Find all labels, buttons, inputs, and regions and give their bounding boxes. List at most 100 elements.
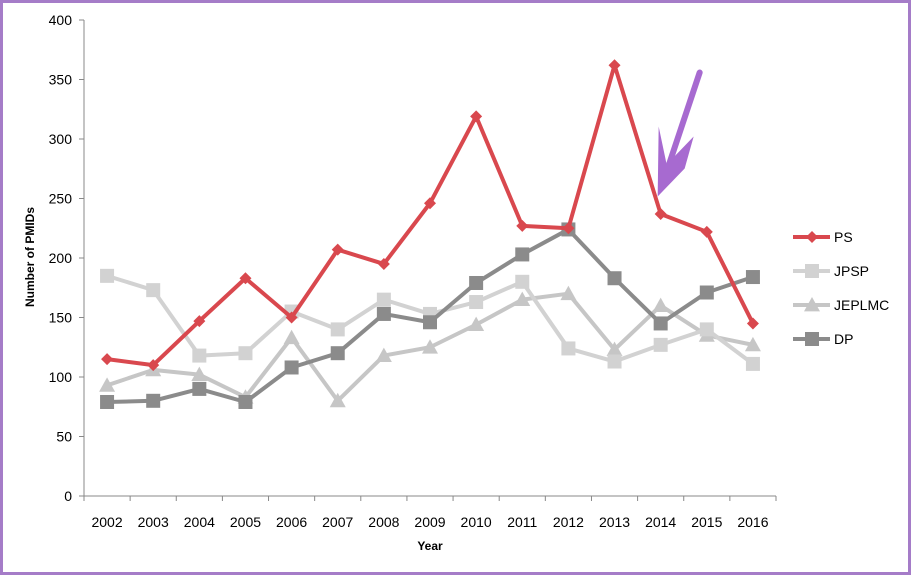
data-point-ps	[424, 197, 436, 210]
data-point-dp	[653, 316, 668, 331]
x-tick-label: 2011	[507, 514, 537, 530]
series-ps	[101, 59, 759, 372]
y-tick-label: 250	[49, 191, 73, 207]
y-axis-title: Number of PMIDs	[23, 207, 37, 307]
data-point-dp	[192, 381, 207, 396]
data-point-jpsp	[607, 354, 622, 369]
x-tick-label: 2008	[368, 514, 399, 530]
data-point-ps	[654, 207, 667, 220]
y-tick-label: 200	[49, 250, 73, 266]
data-point-ps	[516, 219, 529, 232]
legend-label: JPSP	[834, 263, 869, 279]
data-point-jpsp	[515, 274, 530, 289]
data-point-jpsp	[653, 337, 668, 352]
y-tick-label: 400	[49, 12, 73, 28]
y-tick-label: 100	[49, 369, 73, 385]
x-tick-label: 2002	[91, 514, 122, 530]
legend-marker	[805, 332, 819, 346]
data-point-ps	[331, 243, 344, 256]
data-point-jpsp	[100, 268, 115, 283]
data-point-jpsp	[745, 356, 760, 371]
data-point-dp	[607, 271, 622, 286]
y-tick-label: 150	[49, 310, 73, 326]
annotation-arrow	[657, 69, 703, 197]
x-tick-label: 2007	[322, 514, 353, 530]
data-point-jeplmc	[422, 339, 438, 354]
data-point-ps	[285, 311, 298, 324]
data-point-dp	[330, 346, 345, 361]
data-point-jeplmc	[468, 316, 485, 332]
legend-item-jeplmc: JEPLMC	[793, 297, 889, 313]
series-dp	[100, 222, 760, 409]
data-point-ps	[700, 225, 713, 238]
legend-marker	[804, 297, 820, 312]
data-point-dp	[745, 270, 760, 285]
data-point-jpsp	[146, 283, 161, 298]
data-point-dp	[515, 247, 530, 262]
legend-item-ps: PS	[793, 229, 853, 245]
data-point-jeplmc	[652, 297, 669, 312]
x-tick-label: 2012	[553, 514, 584, 530]
data-point-dp	[699, 285, 714, 300]
x-tick-label: 2013	[599, 514, 630, 530]
data-point-ps	[470, 110, 483, 123]
y-tick-label: 0	[64, 488, 72, 504]
y-tick-label: 50	[56, 429, 72, 445]
data-point-jeplmc	[191, 366, 208, 382]
x-tick-label: 2006	[276, 514, 307, 530]
legend-item-dp: DP	[793, 331, 853, 347]
x-tick-label: 2010	[461, 514, 492, 530]
y-tick-label: 300	[49, 131, 73, 147]
arrow-head	[657, 126, 694, 197]
series-lines	[99, 59, 761, 409]
x-tick-label: 2004	[184, 514, 215, 530]
data-point-jeplmc	[329, 392, 346, 408]
x-tick-label: 2015	[691, 514, 722, 530]
data-point-ps	[562, 222, 575, 235]
legend-label: PS	[834, 229, 853, 245]
x-tick-label: 2005	[230, 514, 261, 530]
legend: PS JPSP JEPLMC DP	[793, 229, 889, 347]
data-point-ps	[746, 317, 759, 330]
legend-label: JEPLMC	[834, 297, 889, 313]
data-point-dp	[423, 315, 437, 330]
data-point-jpsp	[561, 341, 576, 356]
data-point-jeplmc	[606, 341, 623, 357]
data-point-dp	[469, 275, 484, 290]
data-point-jeplmc	[744, 336, 761, 352]
data-point-ps	[193, 315, 206, 328]
x-tick-label: 2009	[414, 514, 445, 530]
x-axis-title: Year	[417, 539, 443, 553]
data-point-ps	[377, 257, 390, 270]
x-tick-label: 2003	[138, 514, 169, 530]
legend-marker	[805, 264, 819, 278]
data-point-jpsp	[192, 348, 207, 363]
data-point-jpsp	[699, 322, 714, 337]
data-point-ps	[608, 59, 621, 72]
data-point-dp	[376, 306, 391, 321]
data-point-ps	[101, 353, 114, 366]
chart-axes	[79, 19, 777, 501]
data-point-ps	[239, 272, 252, 285]
data-point-jpsp	[330, 322, 345, 337]
x-tick-labels: 2002 2003 2004 2005 2006 2007 2008 2009 2010 2011…	[91, 514, 768, 530]
data-point-dp	[284, 360, 299, 375]
data-point-ps	[147, 359, 160, 372]
y-tick-label: 350	[49, 72, 73, 88]
x-tick-label: 2016	[737, 514, 768, 530]
legend-item-jpsp: JPSP	[793, 263, 869, 279]
data-point-jpsp	[238, 346, 253, 361]
legend-marker	[806, 231, 818, 243]
data-point-dp	[238, 394, 253, 409]
legend-label: DP	[834, 331, 853, 347]
data-point-jeplmc	[99, 377, 116, 392]
data-point-jpsp	[376, 292, 391, 307]
data-point-jeplmc	[514, 291, 531, 307]
data-point-dp	[100, 394, 115, 409]
data-point-jeplmc	[560, 285, 577, 301]
data-point-dp	[146, 393, 161, 408]
data-point-jeplmc	[283, 329, 300, 345]
data-point-jeplmc	[375, 347, 392, 362]
y-tick-labels: 0 50 100 150 200 250 300 350 400	[49, 12, 73, 504]
